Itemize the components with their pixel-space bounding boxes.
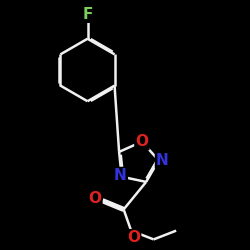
Text: F: F bbox=[82, 7, 93, 22]
Text: N: N bbox=[156, 153, 169, 168]
Text: O: O bbox=[136, 134, 148, 149]
Text: O: O bbox=[88, 191, 102, 206]
Text: O: O bbox=[127, 230, 140, 245]
Text: N: N bbox=[114, 168, 127, 183]
